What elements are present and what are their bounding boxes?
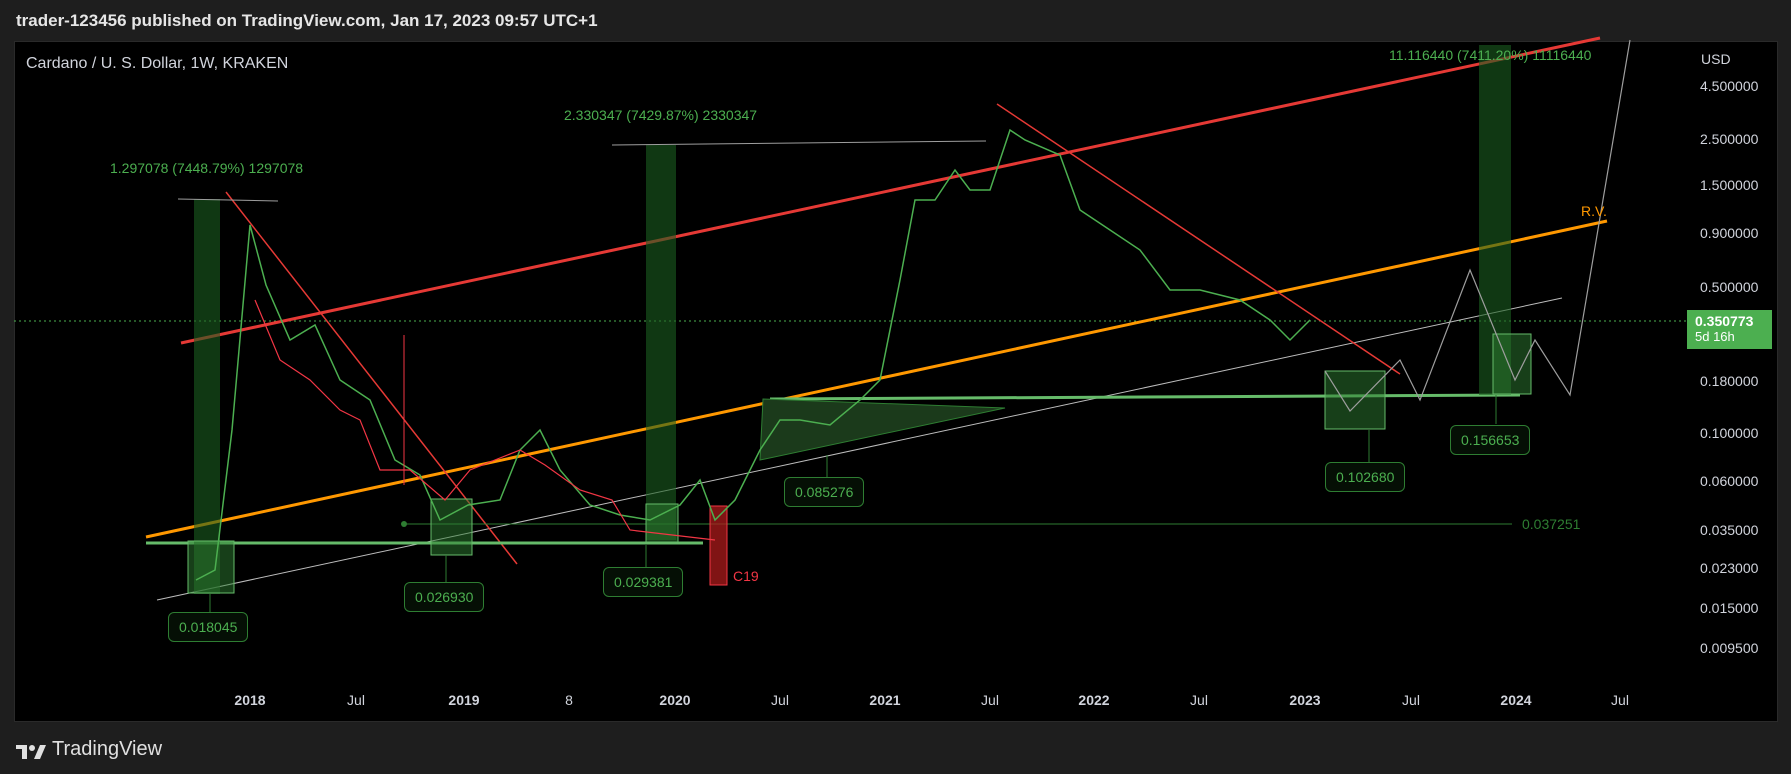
time-axis-label: Jul bbox=[1190, 692, 1208, 708]
price-axis-label: 4.500000 bbox=[1700, 78, 1759, 94]
price-axis-label: 0.500000 bbox=[1700, 279, 1759, 295]
red-channel-line bbox=[180, 36, 1601, 345]
time-axis-label: Jul bbox=[347, 692, 365, 708]
time-axis-label: 2018 bbox=[234, 692, 266, 708]
price-axis-label: 2.500000 bbox=[1700, 131, 1759, 147]
time-axis-label: 8 bbox=[565, 692, 573, 708]
time-axis-label: Jul bbox=[981, 692, 999, 708]
currency-label: USD bbox=[1701, 51, 1731, 67]
brand-name: TradingView bbox=[52, 738, 163, 760]
time-axis-label: 2020 bbox=[659, 692, 691, 708]
time-axis-label: 2019 bbox=[448, 692, 480, 708]
covid-label: C19 bbox=[733, 568, 759, 584]
range-box-4 bbox=[1324, 370, 1386, 430]
current-price-value: 0.350773 bbox=[1695, 313, 1754, 329]
measure-label-1: 1.297078 (7448.79%) 1297078 bbox=[110, 160, 304, 176]
covid-box bbox=[709, 505, 728, 586]
range-box-1 bbox=[187, 540, 235, 594]
downtrend-line-2021 bbox=[996, 103, 1401, 375]
level-box[interactable]: 0.029381 bbox=[603, 567, 684, 597]
candle-countdown: 5d 16h bbox=[1695, 329, 1735, 344]
tradingview-logo-icon bbox=[16, 742, 46, 759]
price-series bbox=[195, 128, 1311, 581]
level-box[interactable]: 0.026930 bbox=[404, 582, 485, 612]
tradingview-brand[interactable]: TradingView bbox=[16, 738, 162, 761]
level-box[interactable]: 0.085276 bbox=[784, 477, 865, 507]
level-box[interactable]: 0.156653 bbox=[1450, 425, 1531, 455]
measure-label-3: 11.116440 (7411.20%) 11116440 bbox=[1389, 47, 1592, 63]
price-axis-label: 0.060000 bbox=[1700, 473, 1759, 489]
symbol-title[interactable]: Cardano / U. S. Dollar, 1W, KRAKEN bbox=[26, 55, 289, 72]
price-axis-label: 0.900000 bbox=[1700, 225, 1759, 241]
price-axis-label: 0.023000 bbox=[1700, 560, 1759, 576]
price-axis-label: 0.009500 bbox=[1700, 640, 1759, 656]
publish-header: trader-123456 published on TradingView.c… bbox=[16, 11, 598, 30]
range-box-5 bbox=[1492, 333, 1532, 395]
time-axis-label: Jul bbox=[771, 692, 789, 708]
measure-label-2: 2.330347 (7429.87%) 2330347 bbox=[564, 107, 758, 123]
triangle-pattern bbox=[759, 398, 1006, 461]
current-price-tag: 0.350773 5d 16h bbox=[1687, 310, 1772, 349]
rv-label: R.V. bbox=[1581, 203, 1607, 219]
price-axis-label: 0.035000 bbox=[1700, 522, 1759, 538]
time-axis-label: 2024 bbox=[1500, 692, 1532, 708]
time-axis-label: 2021 bbox=[869, 692, 901, 708]
price-axis-label: 1.500000 bbox=[1700, 177, 1759, 193]
price-axis-label: 0.100000 bbox=[1700, 425, 1759, 441]
range-box-3 bbox=[645, 503, 679, 543]
support-level-2021 bbox=[769, 393, 1521, 401]
orange-support-line bbox=[145, 219, 1608, 539]
gray-trend-line bbox=[156, 297, 1563, 601]
time-axis-label: 2023 bbox=[1289, 692, 1321, 708]
measure-col-1 bbox=[194, 199, 220, 594]
price-axis-label: 0.180000 bbox=[1700, 373, 1759, 389]
projection-path bbox=[1324, 39, 1631, 412]
range-box-2 bbox=[430, 498, 473, 556]
time-axis-label: 2022 bbox=[1078, 692, 1110, 708]
level-box[interactable]: 0.018045 bbox=[168, 612, 249, 642]
level-line-label: 0.037251 bbox=[1522, 516, 1581, 532]
time-axis-label: Jul bbox=[1611, 692, 1629, 708]
measure-col-2 bbox=[646, 145, 676, 540]
price-axis-label: 0.015000 bbox=[1700, 600, 1759, 616]
downtrend-line-2018 bbox=[225, 191, 518, 565]
time-axis-label: Jul bbox=[1402, 692, 1420, 708]
level-box[interactable]: 0.102680 bbox=[1325, 462, 1406, 492]
